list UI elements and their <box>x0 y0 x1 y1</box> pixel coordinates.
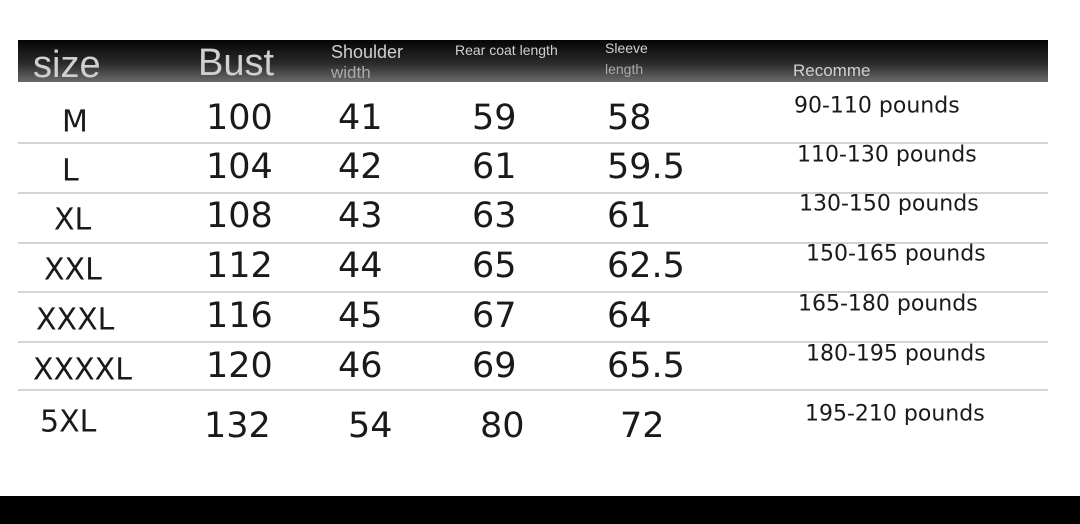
cell-shoulder: 43 <box>338 196 383 236</box>
cell-rear: 69 <box>472 346 517 386</box>
cell-bust: 120 <box>206 346 273 386</box>
cell-recommend: 110-130 pounds <box>797 142 977 168</box>
cell-shoulder: 46 <box>338 346 383 386</box>
cell-shoulder: 42 <box>338 147 383 187</box>
header-rear-coat-length: Rear coat length <box>455 42 558 58</box>
header-shoulder: Shoulder <box>331 42 404 62</box>
cell-bust: 100 <box>206 98 273 138</box>
cell-recommend: 180-195 pounds <box>806 341 986 367</box>
cell-size: XL <box>54 202 92 238</box>
cell-sleeve: 65.5 <box>607 346 685 386</box>
header-size: size <box>33 44 101 86</box>
cell-recommend: 195-210 pounds <box>805 401 985 427</box>
cell-sleeve: 64 <box>607 296 652 336</box>
header-bust: Bust <box>198 42 275 84</box>
header-recommend: Recomme <box>793 61 871 80</box>
row-divider <box>18 291 1048 293</box>
row-divider <box>18 242 1048 244</box>
cell-sleeve: 59.5 <box>607 147 685 187</box>
cell-bust: 116 <box>206 296 273 336</box>
cell-rear: 59 <box>472 98 517 138</box>
cell-bust: 132 <box>204 406 271 446</box>
cell-shoulder: 54 <box>348 406 393 446</box>
cell-shoulder: 44 <box>338 246 383 286</box>
cell-bust: 112 <box>206 246 273 286</box>
cell-size: XXXL <box>36 302 115 338</box>
cell-recommend: 90-110 pounds <box>794 93 960 119</box>
cell-size: L <box>62 153 79 189</box>
cell-rear: 61 <box>472 147 517 187</box>
cell-shoulder: 45 <box>338 296 383 336</box>
cell-size: XXXXL <box>33 352 132 388</box>
cell-bust: 108 <box>206 196 273 236</box>
header-sleeve: Sleeve <box>605 40 648 56</box>
cell-size: M <box>62 104 88 140</box>
cell-rear: 67 <box>472 296 517 336</box>
table-header <box>18 40 1048 82</box>
cell-rear: 65 <box>472 246 517 286</box>
cell-rear: 63 <box>472 196 517 236</box>
cell-recommend: 165-180 pounds <box>798 291 978 317</box>
cell-shoulder: 41 <box>338 98 383 138</box>
cell-bust: 104 <box>206 147 273 187</box>
row-divider <box>18 341 1048 343</box>
cell-sleeve: 61 <box>607 196 652 236</box>
cell-rear: 80 <box>480 406 525 446</box>
bottom-bar <box>0 496 1080 524</box>
header-sleeve-2: length <box>605 61 644 77</box>
row-divider <box>18 192 1048 194</box>
cell-recommend: 130-150 pounds <box>799 191 979 217</box>
row-divider <box>18 142 1048 144</box>
header-shoulder-2: width <box>331 63 371 82</box>
cell-size: 5XL <box>40 404 97 440</box>
cell-size: XXL <box>44 252 102 288</box>
cell-sleeve: 58 <box>607 98 652 138</box>
cell-sleeve: 72 <box>620 406 665 446</box>
row-divider <box>18 389 1048 391</box>
cell-recommend: 150-165 pounds <box>806 241 986 267</box>
cell-sleeve: 62.5 <box>607 246 685 286</box>
